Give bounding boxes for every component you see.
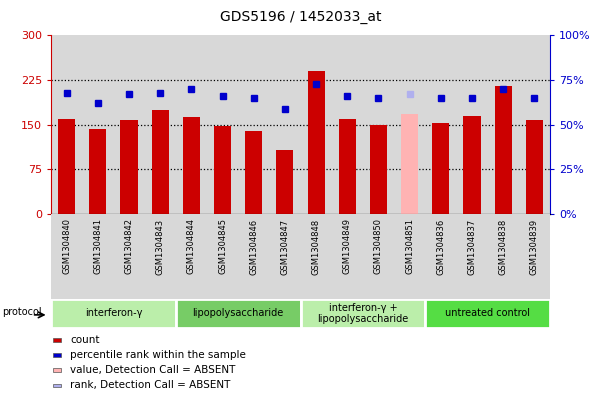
Bar: [456, 214, 487, 299]
FancyBboxPatch shape: [426, 299, 550, 328]
Bar: [53, 368, 61, 372]
Bar: [120, 120, 138, 214]
Bar: [394, 35, 426, 214]
Bar: [58, 119, 75, 214]
Text: percentile rank within the sample: percentile rank within the sample: [70, 350, 246, 360]
Bar: [363, 214, 394, 299]
Bar: [53, 338, 61, 342]
Bar: [370, 125, 387, 214]
Bar: [269, 214, 300, 299]
Text: GSM1304851: GSM1304851: [405, 219, 414, 274]
Text: value, Detection Call = ABSENT: value, Detection Call = ABSENT: [70, 365, 236, 375]
Bar: [114, 35, 145, 214]
Bar: [238, 35, 269, 214]
Bar: [519, 214, 550, 299]
Text: count: count: [70, 335, 100, 345]
Bar: [426, 214, 456, 299]
Bar: [308, 71, 325, 214]
Bar: [363, 35, 394, 214]
Text: GSM1304849: GSM1304849: [343, 219, 352, 274]
Text: GDS5196 / 1452033_at: GDS5196 / 1452033_at: [220, 10, 381, 24]
Bar: [176, 35, 207, 214]
Bar: [526, 120, 543, 214]
Text: GSM1304840: GSM1304840: [62, 219, 71, 274]
Text: GSM1304846: GSM1304846: [249, 219, 258, 275]
Text: GSM1304841: GSM1304841: [93, 219, 102, 274]
Text: interferon-γ: interferon-γ: [85, 309, 142, 318]
FancyBboxPatch shape: [51, 299, 176, 328]
Text: GSM1304838: GSM1304838: [499, 219, 508, 275]
Bar: [276, 150, 293, 214]
Text: GSM1304837: GSM1304837: [468, 219, 477, 275]
Bar: [463, 116, 481, 214]
Bar: [245, 131, 262, 214]
Text: GSM1304850: GSM1304850: [374, 219, 383, 274]
Bar: [426, 35, 456, 214]
Text: GSM1304839: GSM1304839: [530, 219, 539, 275]
Bar: [238, 214, 269, 299]
Bar: [151, 110, 169, 214]
Bar: [487, 214, 519, 299]
Bar: [495, 86, 511, 214]
Bar: [207, 35, 238, 214]
Bar: [339, 119, 356, 214]
Bar: [432, 123, 450, 214]
Bar: [82, 214, 114, 299]
Bar: [53, 384, 61, 387]
Text: GSM1304844: GSM1304844: [187, 219, 196, 274]
Bar: [401, 114, 418, 214]
Bar: [332, 35, 363, 214]
Bar: [456, 35, 487, 214]
Bar: [145, 214, 176, 299]
Bar: [51, 214, 82, 299]
Text: GSM1304843: GSM1304843: [156, 219, 165, 275]
Text: lipopolysaccharide: lipopolysaccharide: [192, 309, 284, 318]
Bar: [145, 35, 176, 214]
Bar: [183, 117, 200, 214]
Text: GSM1304848: GSM1304848: [311, 219, 320, 275]
Bar: [53, 353, 61, 357]
Text: interferon-γ +
lipopolysaccharide: interferon-γ + lipopolysaccharide: [317, 303, 409, 324]
Bar: [207, 214, 238, 299]
FancyBboxPatch shape: [300, 299, 426, 328]
Bar: [300, 214, 332, 299]
Text: GSM1304842: GSM1304842: [124, 219, 133, 274]
Text: rank, Detection Call = ABSENT: rank, Detection Call = ABSENT: [70, 380, 231, 390]
Text: GSM1304845: GSM1304845: [218, 219, 227, 274]
Bar: [332, 214, 363, 299]
Text: GSM1304847: GSM1304847: [281, 219, 290, 275]
Bar: [176, 214, 207, 299]
Bar: [269, 35, 300, 214]
Bar: [300, 35, 332, 214]
Bar: [90, 129, 106, 214]
Bar: [394, 214, 426, 299]
Text: protocol: protocol: [2, 307, 42, 317]
Bar: [114, 214, 145, 299]
Text: untreated control: untreated control: [445, 309, 530, 318]
FancyBboxPatch shape: [176, 299, 300, 328]
Bar: [214, 126, 231, 214]
Text: GSM1304836: GSM1304836: [436, 219, 445, 275]
Bar: [519, 35, 550, 214]
Bar: [51, 35, 82, 214]
Bar: [82, 35, 114, 214]
Bar: [487, 35, 519, 214]
